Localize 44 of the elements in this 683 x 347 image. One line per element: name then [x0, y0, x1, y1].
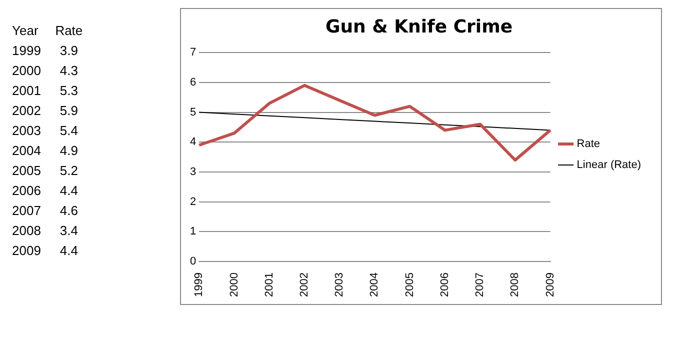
- y-tick-label: 1: [190, 226, 196, 238]
- y-tick-label: 2002: [11, 102, 42, 120]
- x-tick-label: 2008: [509, 272, 522, 298]
- data-label: 4.4: [44, 180, 93, 200]
- data-label: 5.2: [44, 160, 93, 180]
- y-tick-label: 2009: [11, 242, 42, 260]
- y-tick-label: 2: [190, 196, 196, 208]
- y-tick-label: 2008: [11, 222, 42, 240]
- data-label: 3.4: [44, 220, 93, 240]
- data-label: 4.6: [44, 200, 93, 220]
- x-tick-label: 2007: [474, 272, 486, 298]
- y-axis-title: Year: [11, 22, 40, 40]
- data-label: 3.9: [44, 40, 93, 60]
- x-tick-label: 2009: [544, 272, 556, 298]
- data-label: 5.3: [44, 80, 93, 100]
- x-tick-label: 2002: [298, 272, 311, 298]
- y-tick-label: 1999: [11, 42, 42, 60]
- y-tick-label: 2003: [11, 122, 42, 140]
- data-label: 5.9: [44, 100, 93, 120]
- y-tick-label: 2001: [11, 82, 42, 100]
- legend-label: Linear (Rate): [576, 159, 642, 172]
- x-tick-label: 2003: [334, 272, 346, 298]
- data-label: 4.3: [44, 60, 93, 80]
- y-tick-label: 7: [190, 46, 196, 59]
- data-label: 4.9: [44, 140, 93, 160]
- y-tick-label: 4: [190, 136, 196, 148]
- legend-label: Rate: [576, 138, 600, 150]
- y-tick-label: 2000: [11, 62, 42, 80]
- y-tick-label: 5: [190, 106, 196, 118]
- data-label: 4.4: [44, 240, 93, 260]
- y-tick-label: 3: [190, 166, 196, 178]
- y-tick-label: 2006: [11, 182, 42, 200]
- y-tick-label: 2005: [11, 162, 42, 180]
- y-tick-label: 6: [190, 76, 196, 88]
- chart-title: Gun & Knife Crime: [325, 16, 513, 38]
- x-tick-label: 2001: [263, 272, 276, 298]
- x-tick-label: 2004: [368, 272, 381, 298]
- y-tick-label: 2004: [11, 142, 42, 160]
- y-tick-label: 2007: [11, 202, 42, 220]
- x-tick-label: 2006: [438, 272, 451, 298]
- data-label: 5.4: [44, 120, 93, 140]
- y-tick-label: 0: [190, 256, 196, 268]
- x-tick-label: 2005: [404, 272, 416, 298]
- x-tick-label: 2000: [228, 272, 240, 298]
